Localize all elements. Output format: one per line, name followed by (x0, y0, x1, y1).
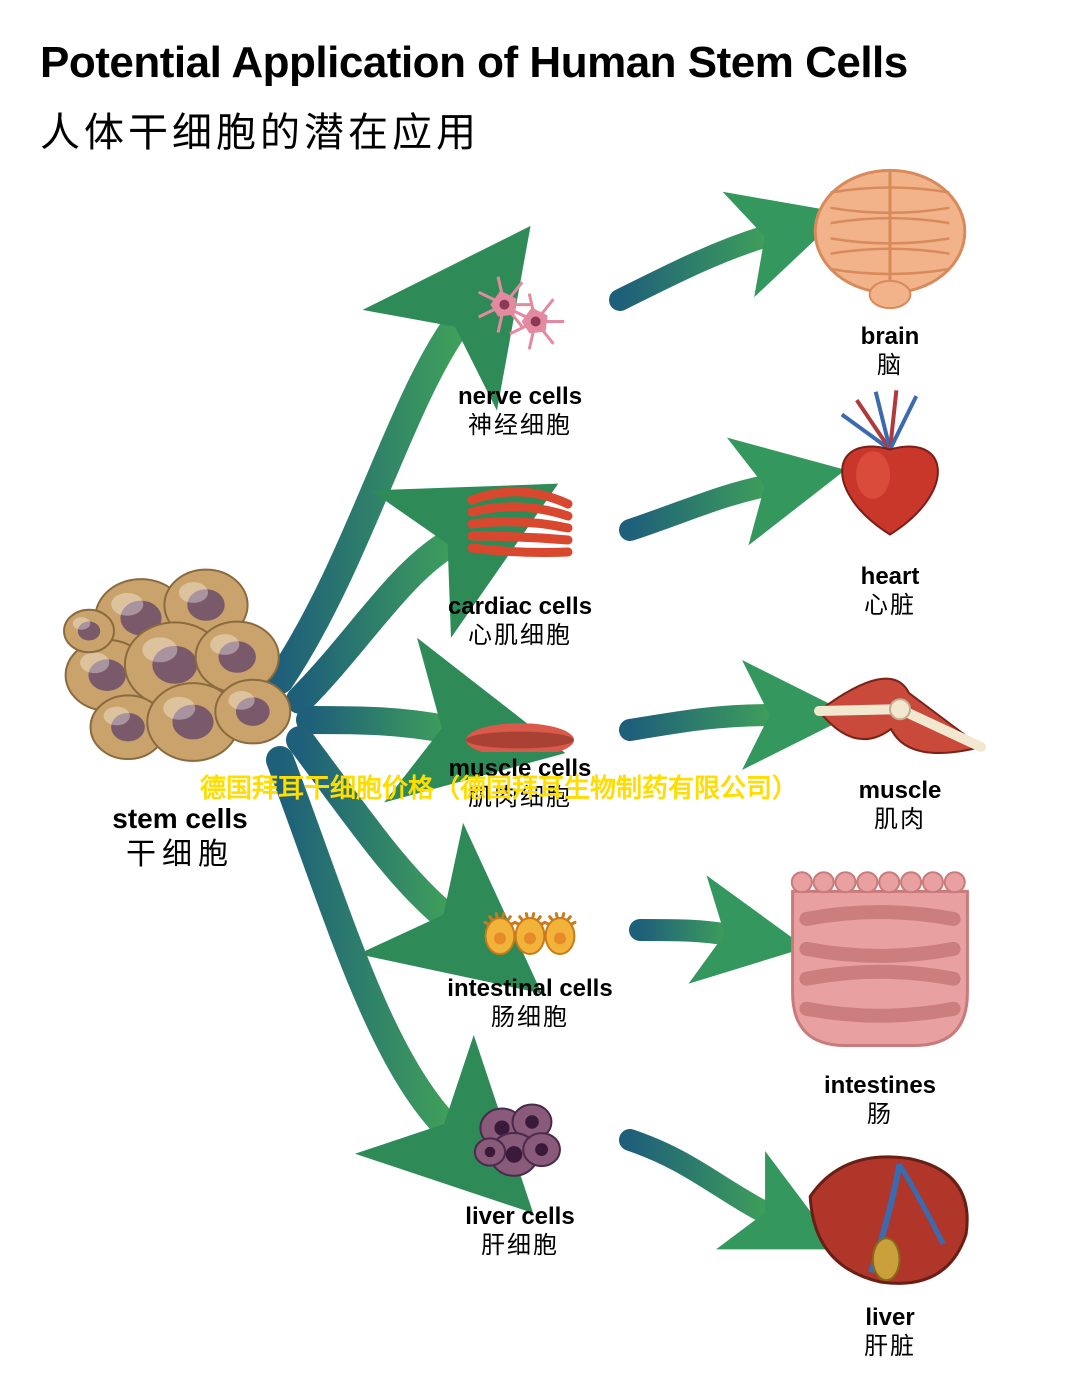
nerve-cells-node: nerve cells 神经细胞 (420, 250, 620, 441)
intestines-label-cn: 肠 (720, 1101, 1040, 1130)
liver-icon (760, 1130, 1020, 1301)
nerve-cells-label-en: nerve cells (420, 384, 620, 410)
arrow-intestinal-cells-to-intestines (640, 930, 730, 935)
heart-label-en: heart (770, 564, 1010, 590)
muscle-icon (770, 630, 1030, 774)
stem-cells-node: stem cells 干细胞 (40, 540, 320, 873)
cardiac-cells-label-en: cardiac cells (420, 594, 620, 620)
intestines-icon (720, 850, 1040, 1069)
liver-node: liver 肝脏 (760, 1130, 1020, 1362)
watermark-text: 德国拜耳干细胞价格（德国拜耳生物制药有限公司） (200, 768, 798, 805)
brain-icon (770, 150, 1010, 320)
arrow-nerve-cells-to-brain (620, 235, 770, 300)
stem-cells-icon (40, 540, 320, 800)
cardiac-cells-icon (420, 470, 620, 590)
brain-label-en: brain (770, 324, 1010, 350)
nerve-cells-icon (420, 250, 620, 380)
arrow-muscle-cells-to-muscle (630, 715, 775, 730)
liver-cells-node: liver cells 肝细胞 (420, 1080, 620, 1261)
muscle-label-en: muscle (770, 778, 1030, 804)
liver-cells-label-en: liver cells (420, 1204, 620, 1230)
muscle-cells-icon (420, 680, 620, 752)
cardiac-cells-label-cn: 心肌细胞 (420, 622, 620, 651)
stem-cells-label-en: stem cells (40, 804, 320, 835)
cardiac-cells-node: cardiac cells 心肌细胞 (420, 470, 620, 651)
intestines-label-en: intestines (720, 1073, 1040, 1099)
muscle-node: muscle 肌肉 (770, 630, 1030, 835)
intestines-node: intestines 肠 (720, 850, 1040, 1130)
stem-cells-label-cn: 干细胞 (40, 837, 320, 873)
heart-label-cn: 心脏 (770, 592, 1010, 621)
liver-cells-label-cn: 肝细胞 (420, 1232, 620, 1261)
brain-label-cn: 脑 (770, 352, 1010, 381)
intestinal-cells-label-en: intestinal cells (420, 976, 640, 1002)
heart-icon (770, 390, 1010, 560)
title-english: Potential Application of Human Stem Cell… (40, 38, 908, 88)
arrow-cardiac-cells-to-heart (630, 485, 770, 530)
heart-node: heart 心脏 (770, 390, 1010, 621)
muscle-label-cn: 肌肉 (770, 806, 1030, 835)
nerve-cells-label-cn: 神经细胞 (420, 412, 620, 441)
intestinal-cells-node: intestinal cells 肠细胞 (420, 870, 640, 1033)
liver-cells-icon (420, 1080, 620, 1200)
title-chinese: 人体干细胞的潜在应用 (40, 100, 480, 158)
liver-label-cn: 肝脏 (760, 1333, 1020, 1362)
brain-node: brain 脑 (770, 150, 1010, 381)
liver-label-en: liver (760, 1305, 1020, 1331)
arrow-liver-cells-to-liver (630, 1140, 770, 1215)
intestinal-cells-label-cn: 肠细胞 (420, 1004, 640, 1033)
intestinal-cells-icon (420, 870, 640, 972)
